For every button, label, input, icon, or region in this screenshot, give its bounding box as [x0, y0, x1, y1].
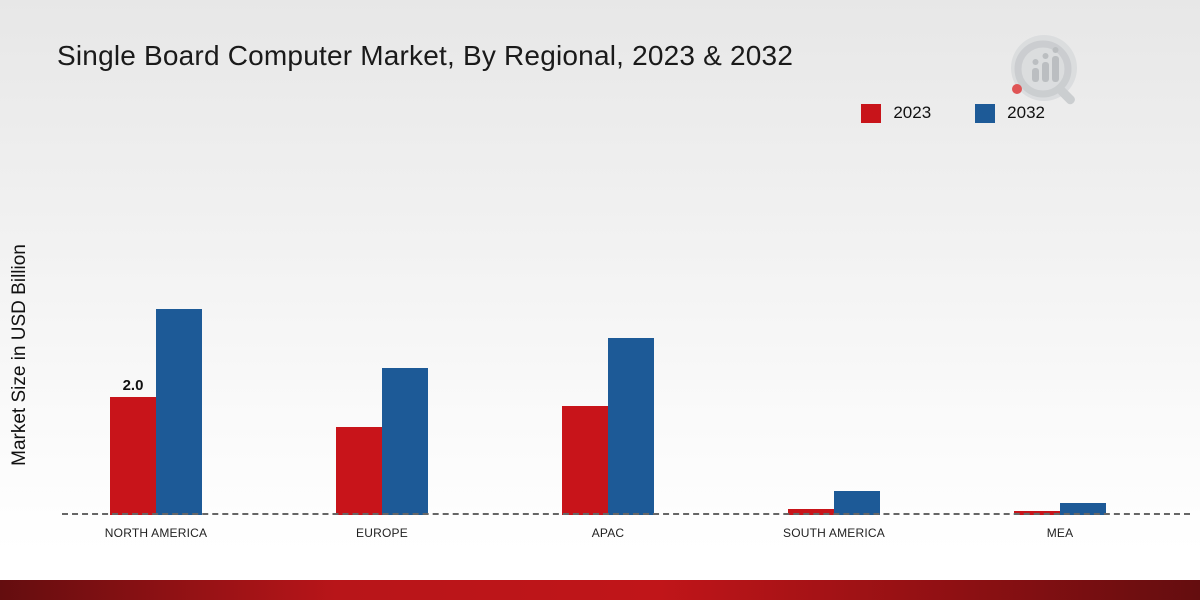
legend-swatch-2032 [975, 103, 996, 123]
bar-wrap-2023-south-america [788, 509, 834, 515]
category-label-south-america: SOUTH AMERICA [783, 526, 885, 540]
bar-wrap-2032-mea [1060, 503, 1106, 515]
bar-wrap-2032-north-america [156, 308, 202, 515]
bar-2032-south-america [834, 491, 880, 515]
legend-label: 2032 [1007, 103, 1045, 122]
bar-group-apac: APAC [562, 338, 654, 540]
bar-wrap-2023-apac [562, 405, 608, 515]
legend-item-2032: 2032 [975, 103, 1045, 123]
zero-baseline [62, 513, 1190, 515]
legend-item-2023: 2023 [861, 103, 931, 123]
brand-logo-icon [1011, 35, 1077, 105]
bar-2032-apac [608, 338, 654, 515]
category-label-north-america: NORTH AMERICA [104, 526, 208, 540]
bar-wrap-2023-north-america: 2.0 [110, 377, 156, 515]
bar-value-label: 2.0 [122, 377, 144, 394]
bar-group-europe: EUROPE [336, 367, 428, 540]
chart-title: Single Board Computer Market, By Regiona… [57, 40, 794, 71]
category-label-mea: MEA [1046, 526, 1074, 540]
legend-swatch-2023 [861, 103, 882, 123]
footer-band [0, 580, 1200, 600]
bar-2023-north-america [110, 397, 156, 515]
category-label-europe: EUROPE [356, 526, 408, 540]
bar-wrap-2032-europe [382, 367, 428, 515]
y-axis-label: Market Size in USD Billion [9, 244, 30, 466]
bar-group-north-america: 2.0 NORTH AMERICA [105, 308, 207, 540]
chart-plot: 2.0 NORTH AMERICA EUROPE APAC SOUTH AMERICA M… [43, 280, 1173, 540]
bar-2023-south-america [788, 509, 834, 515]
legend: 2023 2032 [861, 103, 1045, 123]
legend-label: 2023 [893, 103, 932, 122]
bar-2023-mea [1014, 510, 1060, 515]
bar-wrap-2023-mea [1014, 510, 1060, 515]
category-label-apac: APAC [591, 526, 625, 540]
bar-2032-europe [382, 367, 428, 515]
bar-wrap-2023-europe [336, 426, 382, 515]
bar-group-south-america: SOUTH AMERICA [783, 491, 885, 540]
bar-2032-mea [1060, 503, 1106, 515]
bar-2032-north-america [156, 308, 202, 515]
bar-group-mea: MEA [1014, 503, 1106, 540]
bar-wrap-2032-apac [608, 338, 654, 515]
bar-2023-apac [562, 405, 608, 515]
bar-2023-europe [336, 426, 382, 515]
bar-wrap-2032-south-america [834, 491, 880, 515]
